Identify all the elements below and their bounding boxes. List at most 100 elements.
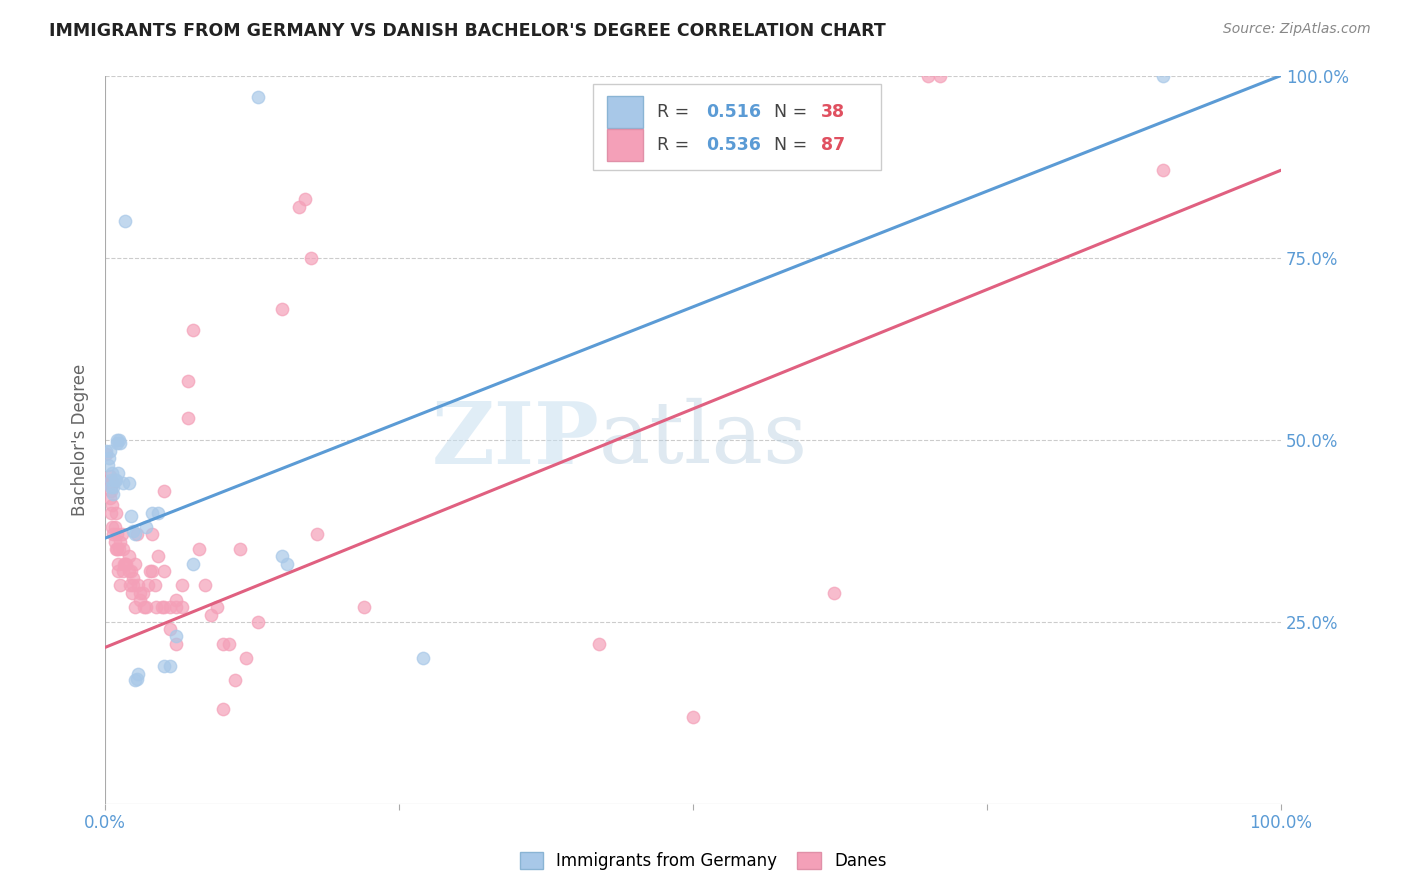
Point bbox=[188, 541, 211, 556]
Point bbox=[143, 578, 166, 592]
Point bbox=[153, 564, 176, 578]
Point bbox=[194, 578, 217, 592]
Point bbox=[170, 578, 193, 592]
Point bbox=[111, 527, 134, 541]
FancyBboxPatch shape bbox=[607, 96, 643, 128]
Point bbox=[159, 658, 181, 673]
Point bbox=[412, 651, 434, 665]
Point bbox=[107, 557, 129, 571]
Point bbox=[929, 69, 952, 83]
Point bbox=[146, 506, 169, 520]
Point bbox=[353, 600, 375, 615]
Point bbox=[129, 593, 152, 607]
Point bbox=[104, 541, 127, 556]
Point bbox=[97, 450, 120, 465]
Point bbox=[135, 520, 157, 534]
Point bbox=[98, 491, 121, 505]
Point bbox=[247, 90, 270, 104]
Point bbox=[159, 600, 181, 615]
Point bbox=[136, 578, 159, 592]
Y-axis label: Bachelor's Degree: Bachelor's Degree bbox=[72, 364, 89, 516]
Point bbox=[176, 375, 198, 389]
Point bbox=[124, 527, 146, 541]
Point bbox=[135, 600, 157, 615]
Point bbox=[121, 585, 143, 599]
Point bbox=[122, 578, 145, 592]
Point bbox=[299, 251, 322, 265]
Point bbox=[100, 480, 122, 494]
Point bbox=[917, 69, 939, 83]
Point bbox=[103, 527, 125, 541]
Point bbox=[100, 473, 122, 487]
Point bbox=[276, 557, 298, 571]
Point bbox=[229, 541, 252, 556]
Point bbox=[141, 564, 163, 578]
Point bbox=[165, 600, 187, 615]
Point bbox=[218, 637, 240, 651]
Point bbox=[270, 301, 292, 316]
Point bbox=[111, 476, 134, 491]
Point bbox=[103, 480, 125, 494]
Point bbox=[176, 410, 198, 425]
Point bbox=[97, 458, 120, 473]
Point bbox=[122, 524, 145, 538]
Point bbox=[211, 637, 233, 651]
Text: IMMIGRANTS FROM GERMANY VS DANISH BACHELOR'S DEGREE CORRELATION CHART: IMMIGRANTS FROM GERMANY VS DANISH BACHEL… bbox=[49, 22, 886, 40]
Point bbox=[104, 473, 127, 487]
Point bbox=[165, 629, 187, 643]
Point bbox=[159, 622, 181, 636]
Point bbox=[96, 443, 118, 458]
Point bbox=[270, 549, 292, 564]
Point bbox=[107, 564, 129, 578]
Point bbox=[141, 506, 163, 520]
Legend: Immigrants from Germany, Danes: Immigrants from Germany, Danes bbox=[513, 845, 893, 877]
Point bbox=[129, 585, 152, 599]
Point bbox=[170, 600, 193, 615]
Text: 0.536: 0.536 bbox=[706, 136, 761, 154]
Point bbox=[183, 323, 205, 337]
Point bbox=[114, 214, 136, 228]
Point bbox=[110, 578, 132, 592]
Point bbox=[105, 527, 128, 541]
Point bbox=[139, 564, 162, 578]
Point bbox=[105, 436, 128, 450]
Point bbox=[120, 564, 142, 578]
Point bbox=[741, 120, 763, 134]
Point bbox=[145, 600, 167, 615]
Point bbox=[288, 200, 311, 214]
Point bbox=[153, 600, 176, 615]
Point bbox=[294, 192, 316, 206]
Point bbox=[115, 557, 138, 571]
FancyBboxPatch shape bbox=[593, 84, 882, 170]
Text: 87: 87 bbox=[821, 136, 845, 154]
Point bbox=[104, 520, 127, 534]
Point bbox=[125, 527, 148, 541]
Point bbox=[224, 673, 246, 687]
Point bbox=[132, 585, 155, 599]
Point bbox=[98, 443, 121, 458]
Point bbox=[146, 549, 169, 564]
Point bbox=[200, 607, 222, 622]
Point bbox=[124, 600, 146, 615]
Text: R =: R = bbox=[657, 103, 695, 121]
Point bbox=[110, 534, 132, 549]
Text: 38: 38 bbox=[821, 103, 845, 121]
Text: ZIP: ZIP bbox=[432, 398, 599, 482]
Point bbox=[118, 564, 141, 578]
Point bbox=[1152, 163, 1174, 178]
Point bbox=[108, 541, 131, 556]
Point bbox=[101, 466, 124, 480]
Point bbox=[124, 557, 146, 571]
Point bbox=[122, 571, 145, 585]
Point bbox=[165, 593, 187, 607]
Point bbox=[110, 436, 132, 450]
Point bbox=[105, 541, 128, 556]
Point bbox=[150, 600, 173, 615]
Point bbox=[103, 476, 125, 491]
Point bbox=[205, 600, 228, 615]
Point bbox=[118, 549, 141, 564]
Point bbox=[120, 509, 142, 524]
Point bbox=[153, 483, 176, 498]
Point bbox=[235, 651, 257, 665]
Point bbox=[125, 672, 148, 686]
